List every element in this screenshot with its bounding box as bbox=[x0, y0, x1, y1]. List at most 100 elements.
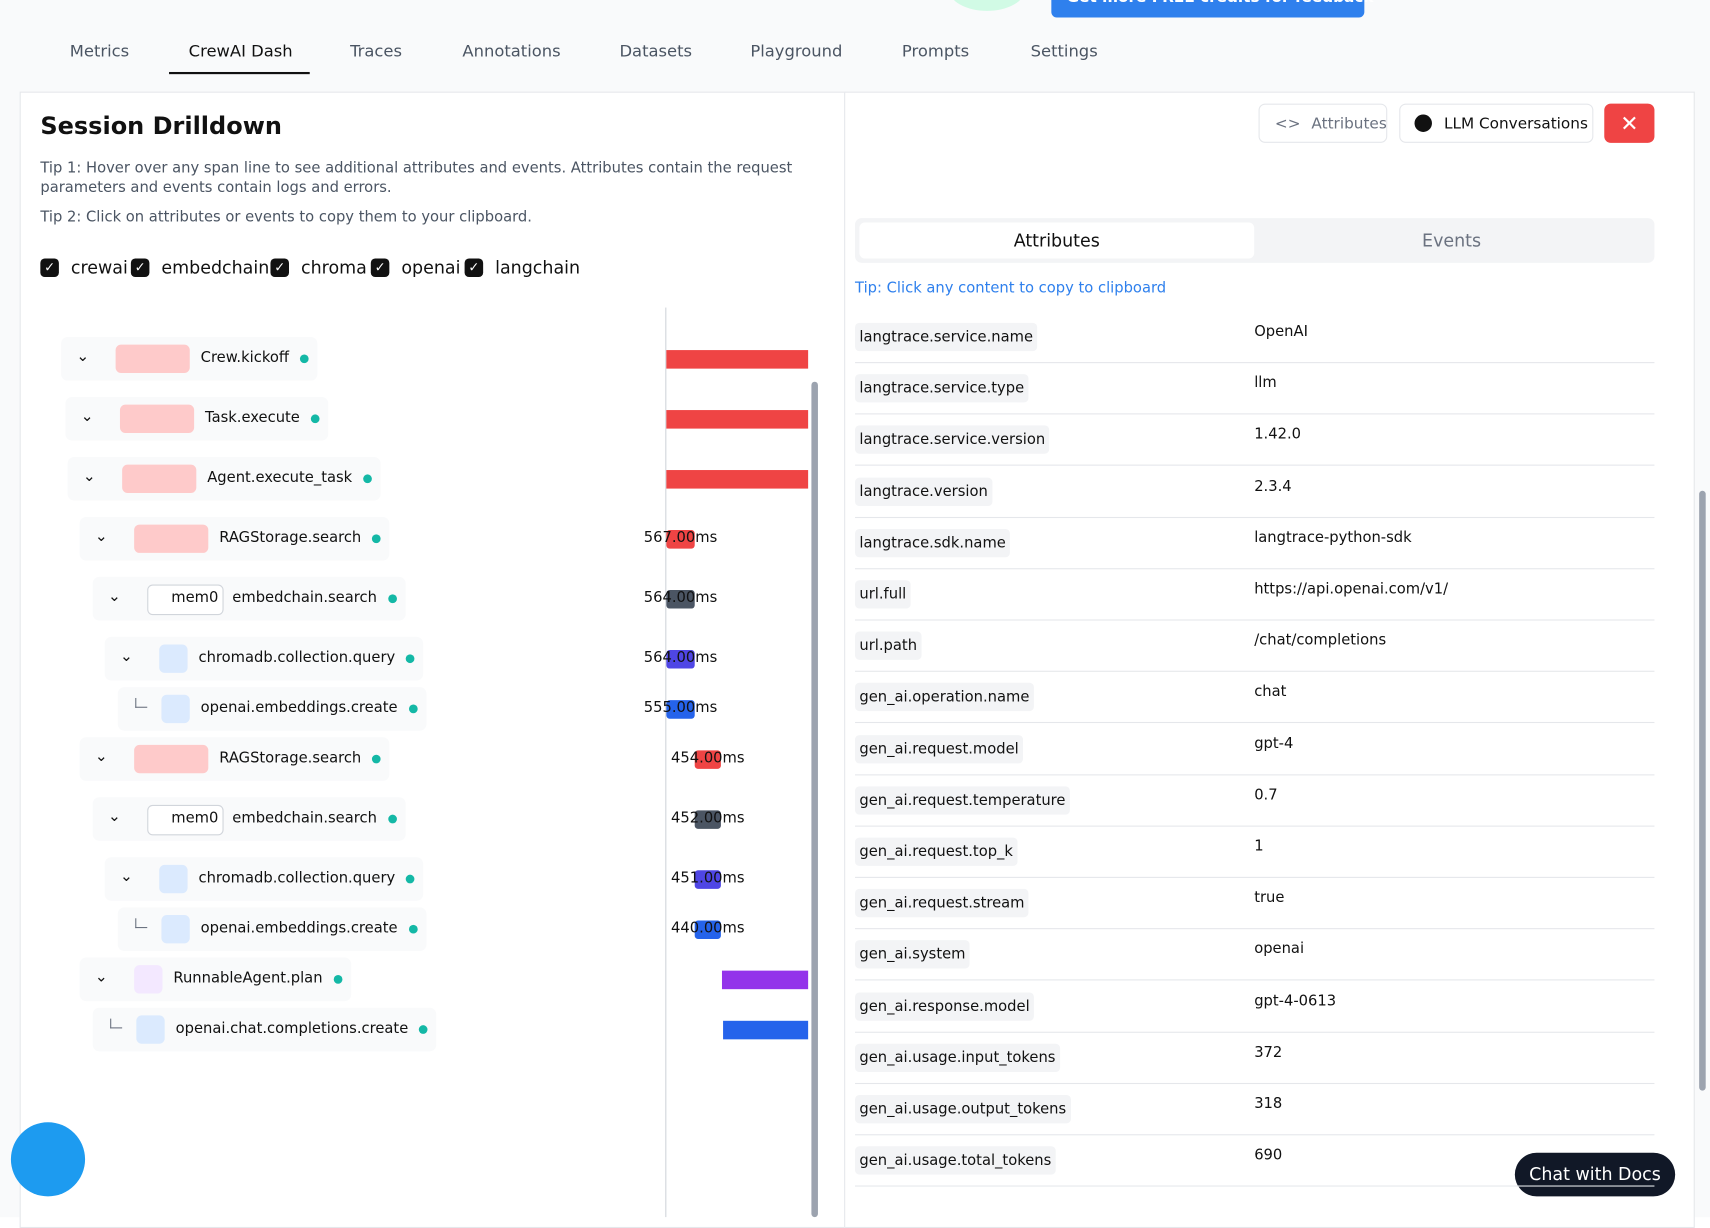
attribute-key[interactable]: langtrace.sdk.name bbox=[855, 528, 1011, 558]
attribute-value[interactable]: 690 bbox=[1254, 1146, 1283, 1164]
close-button[interactable]: ✕ bbox=[1604, 103, 1655, 143]
attribute-value[interactable]: llm bbox=[1254, 374, 1277, 392]
attribute-value[interactable]: 0.7 bbox=[1254, 786, 1278, 804]
nav-tab[interactable]: Playground bbox=[750, 41, 843, 62]
timeline-bar bbox=[694, 750, 721, 769]
span-duration: 555.00ms bbox=[643, 699, 718, 717]
span-row bbox=[79, 516, 390, 561]
attribute-value[interactable]: https://api.openai.com/v1/ bbox=[1254, 580, 1449, 598]
scrollbar bbox=[811, 381, 818, 1218]
service-icon bbox=[161, 915, 190, 944]
checkbox[interactable]: ✓ bbox=[464, 258, 484, 278]
attribute-value[interactable]: gpt-4 bbox=[1254, 734, 1294, 753]
attribute-key[interactable]: url.full bbox=[855, 580, 911, 609]
row-divider bbox=[855, 722, 1655, 724]
expand-chevron[interactable]: ⌄ bbox=[94, 748, 108, 766]
tip: Tip 2: Click on attributes or events to … bbox=[40, 208, 532, 226]
filter-label: openai bbox=[401, 257, 461, 279]
llm-conversations-button[interactable]: LLM Conversations bbox=[1399, 103, 1594, 143]
attribute-key[interactable]: langtrace.service.name bbox=[855, 322, 1038, 352]
nav-tab[interactable]: Metrics bbox=[69, 41, 130, 62]
timeline-bar bbox=[666, 700, 695, 719]
nav-tab[interactable]: Annotations bbox=[462, 41, 561, 62]
row-divider bbox=[855, 567, 1655, 570]
tab-events[interactable]: Events bbox=[1422, 230, 1482, 251]
attribute-key[interactable]: gen_ai.request.model bbox=[855, 734, 1024, 763]
attribute-key[interactable]: gen_ai.usage.input_tokens bbox=[855, 1043, 1060, 1072]
attribute-value[interactable]: 2.3.4 bbox=[1254, 477, 1292, 495]
nav-tab[interactable]: Datasets bbox=[619, 41, 693, 62]
active-tab-underline bbox=[169, 71, 310, 75]
timeline-bar bbox=[666, 530, 695, 549]
filter-label: crewai bbox=[70, 257, 128, 279]
checkbox[interactable]: ✓ bbox=[40, 258, 59, 278]
nav-tab[interactable]: Prompts bbox=[901, 41, 970, 62]
span-name: RunnableAgent.plan bbox=[173, 969, 323, 987]
row-divider bbox=[855, 773, 1655, 775]
attribute-value[interactable]: 318 bbox=[1254, 1094, 1283, 1113]
status-dot bbox=[333, 974, 343, 984]
details-panel bbox=[844, 91, 1695, 1228]
attribute-key[interactable]: gen_ai.response.model bbox=[855, 992, 1035, 1021]
span-row bbox=[104, 636, 424, 681]
attribute-key[interactable]: langtrace.version bbox=[855, 477, 993, 506]
attribute-key[interactable]: gen_ai.operation.name bbox=[855, 683, 1034, 712]
attribute-value[interactable]: true bbox=[1254, 889, 1285, 907]
span-row bbox=[79, 957, 351, 1002]
attribute-key[interactable]: gen_ai.request.top_k bbox=[855, 837, 1018, 866]
expand-chevron[interactable]: ⌄ bbox=[94, 527, 108, 546]
attribute-key[interactable]: gen_ai.system bbox=[855, 940, 970, 969]
timeline-bar bbox=[694, 920, 721, 940]
row-divider bbox=[855, 928, 1655, 930]
attribute-value[interactable]: 372 bbox=[1254, 1043, 1283, 1061]
span-duration: 564.00ms bbox=[643, 588, 718, 607]
timeline-bar bbox=[694, 870, 721, 889]
expand-chevron[interactable]: ⌄ bbox=[94, 968, 108, 986]
row-divider bbox=[855, 1082, 1655, 1084]
expand-chevron[interactable]: ⌄ bbox=[76, 347, 90, 366]
avatar bbox=[948, 0, 1026, 11]
status-dot bbox=[387, 814, 397, 824]
expand-chevron[interactable]: ⌄ bbox=[119, 868, 133, 886]
attribute-value[interactable]: OpenAI bbox=[1254, 322, 1308, 341]
attribute-key[interactable]: langtrace.service.version bbox=[855, 425, 1050, 455]
service-icon bbox=[115, 344, 190, 373]
attribute-key[interactable]: gen_ai.usage.total_tokens bbox=[855, 1146, 1056, 1175]
attribute-value[interactable]: chat bbox=[1254, 683, 1287, 701]
attribute-value[interactable]: langtrace-python-sdk bbox=[1254, 528, 1412, 547]
span-row bbox=[67, 456, 381, 501]
attribute-key[interactable]: url.path bbox=[855, 631, 922, 661]
checkbox[interactable]: ✓ bbox=[270, 258, 290, 278]
support-button[interactable] bbox=[10, 1122, 86, 1197]
span-name: Crew.kickoff bbox=[200, 348, 289, 367]
span-name: RAGStorage.search bbox=[219, 749, 362, 767]
expand-chevron[interactable]: ⌄ bbox=[80, 407, 94, 426]
expand-chevron[interactable]: ⌄ bbox=[82, 467, 96, 486]
attribute-value[interactable]: 1.42.0 bbox=[1254, 425, 1302, 444]
nav-tab[interactable]: Traces bbox=[350, 41, 403, 62]
service-icon bbox=[147, 584, 224, 616]
nav-tab[interactable]: Settings bbox=[1030, 41, 1098, 62]
chat-docs-button[interactable]: Chat with Docs bbox=[1514, 1152, 1676, 1197]
attributes-button[interactable]: <> Attributes bbox=[1258, 103, 1388, 143]
attribute-key[interactable]: gen_ai.request.stream bbox=[855, 889, 1029, 918]
attribute-value[interactable]: gpt-4-0613 bbox=[1254, 992, 1337, 1010]
banner-button[interactable]: Get more FREE credits for feedback bbox=[1051, 0, 1374, 18]
nav-tab[interactable]: CrewAI Dash bbox=[188, 41, 293, 62]
tab-attributes[interactable]: Attributes bbox=[859, 222, 1255, 259]
attribute-key[interactable]: gen_ai.request.temperature bbox=[855, 786, 1070, 815]
attribute-key[interactable]: gen_ai.usage.output_tokens bbox=[855, 1094, 1071, 1124]
service-icon bbox=[134, 524, 209, 553]
panel-title: Session Drilldown bbox=[40, 113, 282, 141]
expand-chevron[interactable]: ⌄ bbox=[119, 647, 133, 666]
attribute-value[interactable]: 1 bbox=[1254, 837, 1264, 856]
checkbox[interactable]: ✓ bbox=[130, 258, 150, 278]
attribute-value[interactable]: openai bbox=[1254, 940, 1305, 958]
filter-label: chroma bbox=[301, 257, 367, 279]
checkbox[interactable]: ✓ bbox=[370, 258, 390, 278]
attribute-value[interactable]: /chat/completions bbox=[1254, 631, 1387, 650]
expand-chevron[interactable]: ⌄ bbox=[107, 808, 121, 826]
expand-chevron[interactable]: ⌄ bbox=[107, 587, 121, 606]
span-duration: 440.00ms bbox=[671, 919, 745, 937]
attribute-key[interactable]: langtrace.service.type bbox=[855, 374, 1029, 403]
